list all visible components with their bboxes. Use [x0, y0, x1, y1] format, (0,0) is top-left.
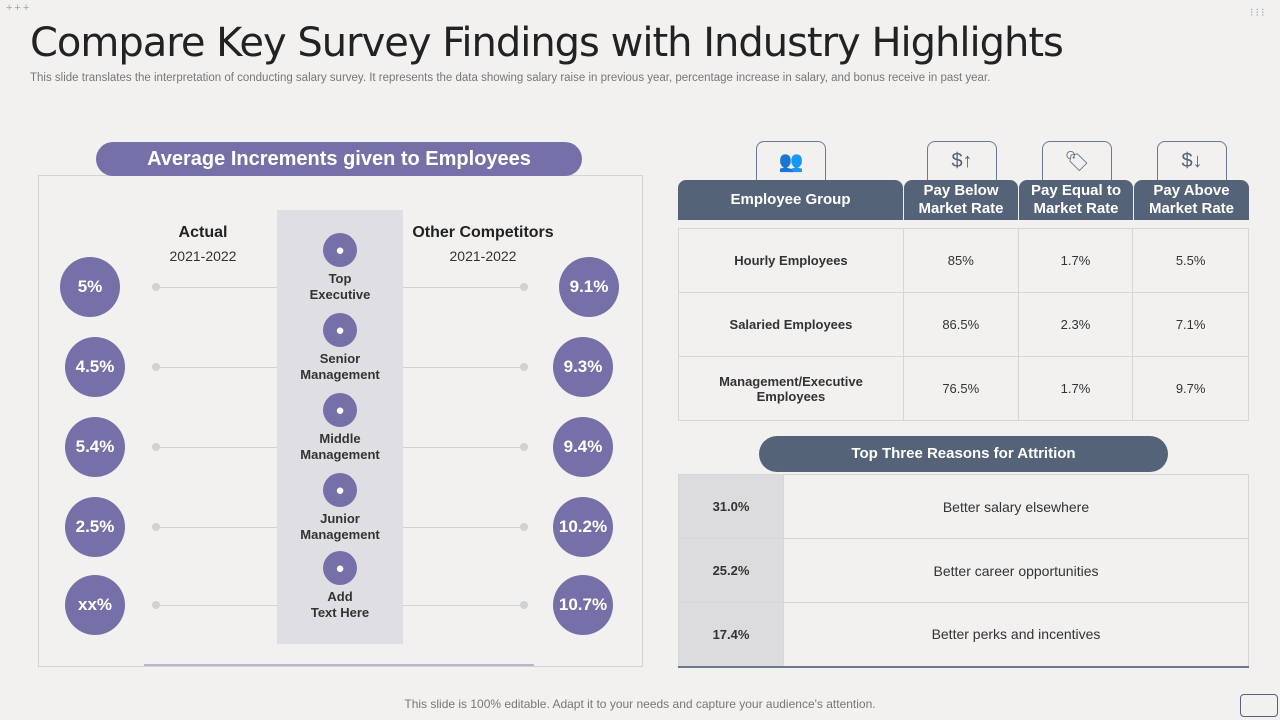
attrition-reason: Better career opportunities	[783, 538, 1249, 603]
actual-heading: Actual	[178, 224, 228, 241]
dollar-down-icon: $↓	[1157, 141, 1227, 181]
table-cell: 85%	[902, 228, 1019, 293]
bars-icon: ●	[323, 551, 357, 585]
attrition-table: 31.0% Better salary elsewhere 25.2% Better …	[678, 474, 1249, 668]
connector-dot	[520, 601, 528, 609]
table-row: Hourly Employees 85% 1.7% 5.5%	[678, 228, 1249, 293]
competitor-year: 2021-2022	[449, 248, 517, 264]
actual-value-circle: xx%	[65, 575, 125, 635]
competitor-value-circle: 9.1%	[559, 257, 619, 317]
connector-dot	[520, 443, 528, 451]
tab-icon-group: 👥	[756, 141, 826, 181]
price-tag-icon: 🏷	[1042, 141, 1112, 181]
actual-value-circle: 2.5%	[65, 497, 125, 557]
table-cell: Management/Executive Employees	[678, 356, 904, 421]
table-cell: 86.5%	[902, 292, 1019, 357]
actual-year: 2021-2022	[169, 248, 237, 264]
attrition-reason: Better perks and incentives	[783, 602, 1249, 667]
table-cell: 9.7%	[1132, 356, 1249, 421]
table-cell: 1.7%	[1017, 228, 1134, 293]
person-gear-icon: ●	[323, 233, 357, 267]
bottom-accent	[144, 664, 534, 666]
table-cell: Salaried Employees	[678, 292, 904, 357]
team-icon: ●	[323, 473, 357, 507]
table-cell: 2.3%	[1017, 292, 1134, 357]
attrition-percent: 31.0%	[678, 474, 784, 539]
header-pay-equal: Pay Equal to Market Rate	[1019, 180, 1133, 220]
presenter-icon: ●	[323, 393, 357, 427]
actual-value-circle: 5%	[60, 257, 120, 317]
decor-plus-icon: +++	[6, 2, 32, 14]
table-cell: 76.5%	[902, 356, 1019, 421]
level-label: Junior Management	[277, 511, 403, 543]
attrition-title: Top Three Reasons for Attrition	[759, 436, 1168, 472]
page-subtitle: This slide translates the interpretation…	[30, 72, 991, 84]
connector-dot	[520, 283, 528, 291]
increments-title: Average Increments given to Employees	[96, 142, 582, 176]
actual-value-circle: 4.5%	[65, 337, 125, 397]
attrition-row: 25.2% Better career opportunities	[678, 538, 1249, 603]
level-label: Top Executive	[277, 271, 403, 303]
dollar-up-icon: $↑	[927, 141, 997, 181]
attrition-percent: 25.2%	[678, 538, 784, 603]
attrition-row: 31.0% Better salary elsewhere	[678, 474, 1249, 539]
table-cell: 5.5%	[1132, 228, 1249, 293]
competitor-value-circle: 9.4%	[553, 417, 613, 477]
level-label: Middle Management	[277, 431, 403, 463]
connector-dot	[520, 523, 528, 531]
competitor-value-circle: 10.2%	[553, 497, 613, 557]
decor-dots-icon: ⁝⁝⁝	[1250, 7, 1267, 19]
table-row: Management/Executive Employees 76.5% 1.7% 9…	[678, 356, 1249, 421]
group-icon: 👥	[756, 141, 826, 181]
attrition-percent: 17.4%	[678, 602, 784, 667]
slide-nav-button[interactable]	[1240, 694, 1278, 717]
table-cell: 7.1%	[1132, 292, 1249, 357]
level-label: Add Text Here	[277, 589, 403, 621]
connector-dot	[520, 363, 528, 371]
header-pay-above: Pay Above Market Rate	[1134, 180, 1249, 220]
table-cell: Hourly Employees	[678, 228, 904, 293]
competitor-value-circle: 10.7%	[553, 575, 613, 635]
header-pay-below: Pay Below Market Rate	[904, 180, 1018, 220]
header-employee-group: Employee Group	[678, 180, 903, 220]
attrition-row: 17.4% Better perks and incentives	[678, 602, 1249, 667]
footer-note: This slide is 100% editable. Adapt it to…	[404, 697, 876, 711]
attrition-reason: Better salary elsewhere	[783, 474, 1249, 539]
page-title: Compare Key Survey Findings with Industr…	[30, 20, 1064, 66]
competitor-value-circle: 9.3%	[553, 337, 613, 397]
level-label: Senior Management	[277, 351, 403, 383]
manager-icon: ●	[323, 313, 357, 347]
competitor-heading: Other Competitors	[412, 224, 554, 241]
table-row: Salaried Employees 86.5% 2.3% 7.1%	[678, 292, 1249, 357]
table-cell: 1.7%	[1017, 356, 1134, 421]
actual-value-circle: 5.4%	[65, 417, 125, 477]
market-rate-table: Hourly Employees 85% 1.7% 5.5% Salaried Empl…	[678, 228, 1249, 421]
